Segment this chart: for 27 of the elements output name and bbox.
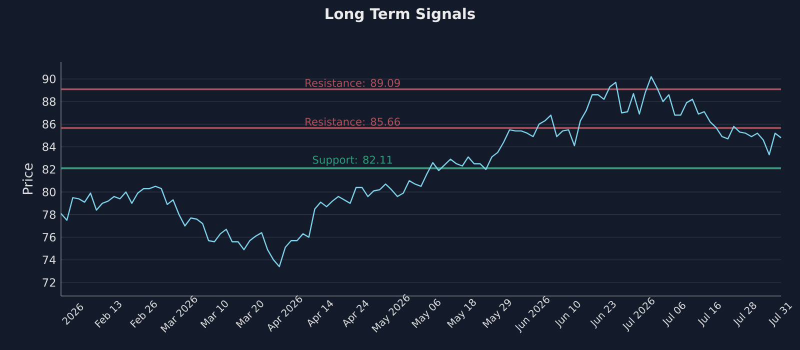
y-tick-label: 84: [42, 142, 56, 152]
chart-title: Long Term Signals: [326, 8, 475, 22]
y-tick-label: 86: [42, 120, 56, 128]
y-tick-label: 74: [42, 256, 56, 264]
y-tick-label: 82: [42, 165, 56, 174]
y-tick-label: 80: [42, 188, 56, 196]
y-tick-label: 90: [42, 74, 56, 84]
y-axis-title: Price: [22, 163, 33, 194]
x-tick-label: Mar 10: [200, 300, 228, 328]
x-tick-label: Jul 31: [768, 302, 792, 328]
x-tick-label: Feb 13: [94, 300, 122, 328]
x-tick-label: Jun 23: [590, 300, 616, 329]
x-tick-label: Jul 28: [733, 302, 756, 328]
x-tick-label: Jul 16: [698, 302, 721, 328]
x-tick-label: Feb 26: [130, 300, 157, 328]
x-tick-label: Jun 10: [554, 301, 580, 329]
ref-line-label: Resistance: 85.66: [306, 118, 400, 126]
ref-line-label: Support: 82.11: [312, 156, 392, 166]
y-tick-label: 88: [42, 97, 56, 106]
y-tick-label: 76: [42, 232, 56, 242]
y-tick-label: 72: [42, 278, 56, 287]
y-tick-label: 78: [42, 210, 56, 219]
x-tick-label: Jul 06: [662, 302, 686, 328]
ref-line-label: Resistance: 89.09: [306, 78, 400, 87]
x-tick-label: Apr 14: [308, 300, 334, 328]
x-tick-label: Apr 24: [343, 300, 369, 328]
x-tick-label: Mar 20: [236, 300, 264, 328]
